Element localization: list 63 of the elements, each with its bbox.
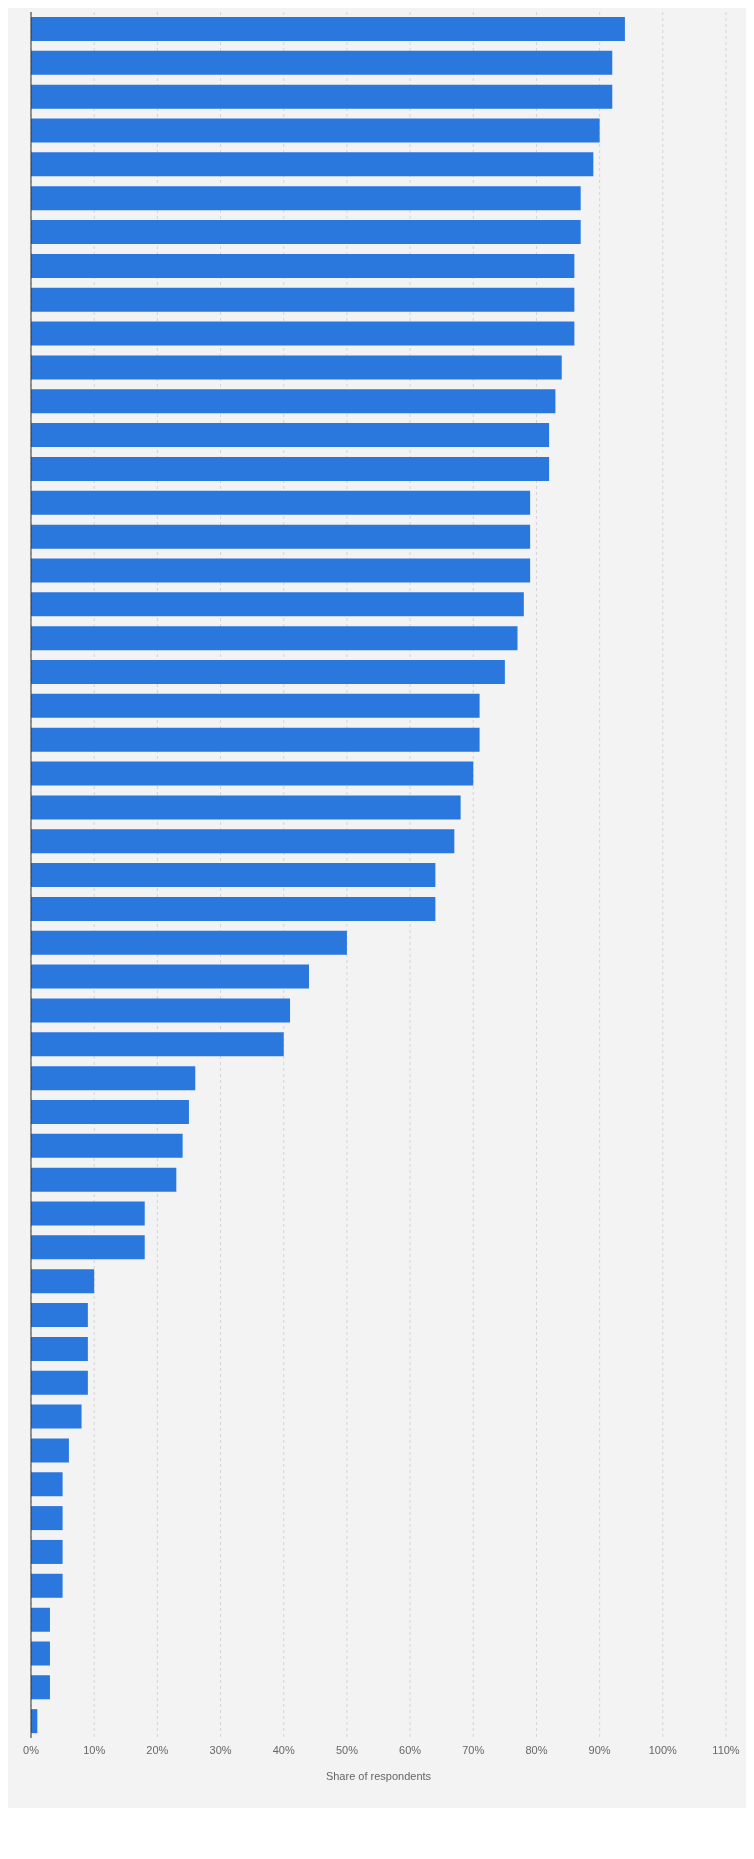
bar	[31, 1675, 50, 1700]
bar	[31, 355, 562, 380]
bar	[31, 456, 550, 481]
bar	[31, 964, 309, 989]
bar	[31, 1438, 69, 1463]
bar	[31, 524, 531, 549]
x-tick-label: 30%	[209, 1743, 232, 1756]
x-tick-label: 40%	[272, 1743, 295, 1756]
x-tick-label: 0%	[23, 1743, 40, 1756]
bar	[31, 896, 436, 921]
bar	[31, 1506, 63, 1531]
bar	[31, 592, 524, 617]
x-tick-label: 90%	[588, 1743, 611, 1756]
bar	[31, 186, 581, 211]
bar	[31, 1032, 284, 1057]
bar	[31, 727, 480, 752]
bar	[31, 693, 480, 718]
bar	[31, 1303, 88, 1328]
x-tick-label: 110%	[712, 1743, 740, 1756]
bar	[31, 253, 575, 278]
bar	[31, 1269, 95, 1294]
bar	[31, 1607, 50, 1632]
bar	[31, 423, 550, 448]
bar	[31, 829, 455, 854]
bar	[31, 1336, 88, 1361]
bar	[31, 1235, 145, 1260]
bar	[31, 1370, 88, 1395]
bar	[31, 626, 518, 651]
bar	[31, 220, 581, 245]
bar	[31, 17, 625, 41]
bar	[31, 761, 474, 786]
x-tick-label: 10%	[83, 1743, 106, 1756]
bar	[31, 795, 461, 820]
bar	[31, 660, 505, 685]
x-axis-title: Share of respondents	[325, 1770, 432, 1782]
bar	[31, 1167, 177, 1192]
bar	[31, 50, 613, 75]
x-tick-label: 70%	[462, 1743, 485, 1756]
bar	[31, 389, 556, 414]
bar	[31, 490, 531, 515]
bar	[31, 1201, 145, 1226]
bar	[31, 84, 613, 109]
x-tick-label: 50%	[335, 1743, 359, 1756]
x-tick-label: 20%	[146, 1743, 169, 1756]
bar	[31, 1099, 189, 1124]
bar	[31, 1641, 50, 1666]
bar	[31, 998, 291, 1023]
bar	[31, 321, 575, 346]
x-tick-label: 100%	[648, 1743, 678, 1756]
bar	[31, 1573, 63, 1598]
bar	[31, 863, 436, 888]
x-tick-label: 60%	[399, 1743, 422, 1756]
bar	[31, 1472, 63, 1497]
bar	[31, 287, 575, 312]
bar	[31, 1133, 183, 1158]
x-tick-label: 80%	[525, 1743, 548, 1756]
bar	[31, 1404, 82, 1429]
bar	[31, 118, 600, 143]
bar	[31, 558, 531, 583]
bar	[31, 152, 594, 177]
bar	[31, 1066, 196, 1091]
bar	[31, 1539, 63, 1564]
bar	[31, 930, 347, 955]
